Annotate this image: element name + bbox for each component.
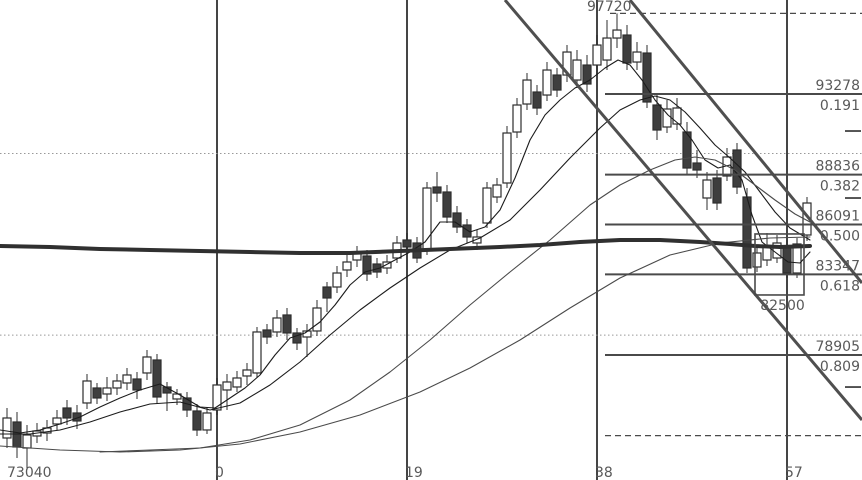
candle-body (592, 44, 602, 66)
candle-body (622, 34, 632, 64)
candle-body (732, 149, 742, 188)
candle-body (662, 108, 672, 128)
candle-body (82, 380, 92, 404)
candle-body (222, 381, 232, 391)
candle-body (102, 387, 112, 395)
candle-body (192, 410, 202, 431)
x-axis-label: 57 (785, 465, 803, 480)
consolidation-box (754, 233, 805, 296)
candle-body (552, 74, 562, 91)
candle-body (232, 377, 242, 388)
fib-ratio-label: 0.500 (820, 229, 860, 245)
candle-body (432, 186, 442, 194)
ma-medium-line (0, 95, 811, 435)
candle-body (212, 384, 222, 411)
fib-price-label: 93278 (815, 78, 860, 94)
candle-body (682, 131, 692, 169)
peak-price-label: 97720 (587, 0, 632, 15)
fib-price-label: 86091 (815, 209, 860, 225)
x-axis-label: 38 (595, 465, 613, 480)
candle-body (712, 177, 722, 204)
trend-line (503, 0, 862, 421)
candle-body (532, 91, 542, 109)
candle-body (242, 369, 252, 377)
candle-body (672, 107, 682, 125)
candle-body (152, 359, 162, 398)
candle-body (272, 317, 282, 333)
candle-body (612, 29, 622, 39)
candle-body (642, 52, 652, 103)
candle-body (342, 261, 352, 271)
candle-body (132, 378, 142, 391)
trend-line (628, 0, 862, 284)
candle-body (752, 252, 762, 268)
ma-fast-line (0, 59, 811, 434)
candle-body (112, 380, 122, 389)
candle-body (482, 187, 492, 224)
candle-body (62, 407, 72, 419)
candle-body (422, 187, 432, 251)
fib-price-label: 78905 (815, 339, 860, 355)
candle-body (452, 212, 462, 228)
fib-ratio-label: 0.382 (820, 179, 860, 195)
candle-body (122, 374, 132, 384)
fib-price-label: 88836 (815, 159, 860, 175)
candle-body (172, 393, 182, 400)
candle-body (582, 64, 592, 85)
fib-ratio-label: 0.191 (820, 98, 860, 114)
candle-body (402, 239, 412, 248)
candle-body (602, 37, 612, 61)
candle-body (262, 329, 272, 338)
x-axis-label: 0 (215, 465, 224, 480)
candle-body (502, 132, 512, 184)
candle-body (472, 236, 482, 244)
candle-body (632, 51, 642, 63)
candle-body (702, 179, 712, 199)
candle-body (92, 387, 102, 399)
candle-body (442, 191, 452, 218)
fib-ratio-label: 0.809 (820, 359, 860, 375)
x-axis-label: 73040 (7, 465, 52, 480)
fib-price-label: 83347 (815, 258, 860, 274)
candle-body (792, 243, 802, 274)
candle-body (762, 246, 772, 261)
candle-body (292, 332, 302, 344)
candle-body (362, 255, 372, 275)
candle-body (312, 307, 322, 332)
candle-body (252, 331, 262, 374)
ma-slow-line (99, 156, 811, 453)
fib-ratio-label: 0.618 (820, 278, 860, 294)
candle-body (492, 184, 502, 198)
candle-body (2, 417, 12, 439)
ma-200-thick-line (0, 238, 812, 255)
candle-body (512, 104, 522, 133)
candle-body (652, 104, 662, 131)
candle-body (692, 162, 702, 171)
candle-body (322, 286, 332, 299)
candle-body (542, 69, 552, 96)
candle-body (332, 272, 342, 288)
candle-body (782, 246, 792, 274)
ma-slower-line (0, 236, 811, 453)
candle-body (522, 79, 532, 105)
candle-body (22, 434, 32, 449)
candle-body (202, 412, 212, 431)
box-price-label: 82500 (760, 298, 805, 314)
candle-body (382, 261, 392, 269)
candle-body (462, 224, 472, 238)
candle-body (52, 417, 62, 425)
candle-body (572, 59, 582, 81)
candle-body (142, 356, 152, 374)
candle-body (282, 314, 292, 334)
x-axis-label: 19 (405, 465, 423, 480)
